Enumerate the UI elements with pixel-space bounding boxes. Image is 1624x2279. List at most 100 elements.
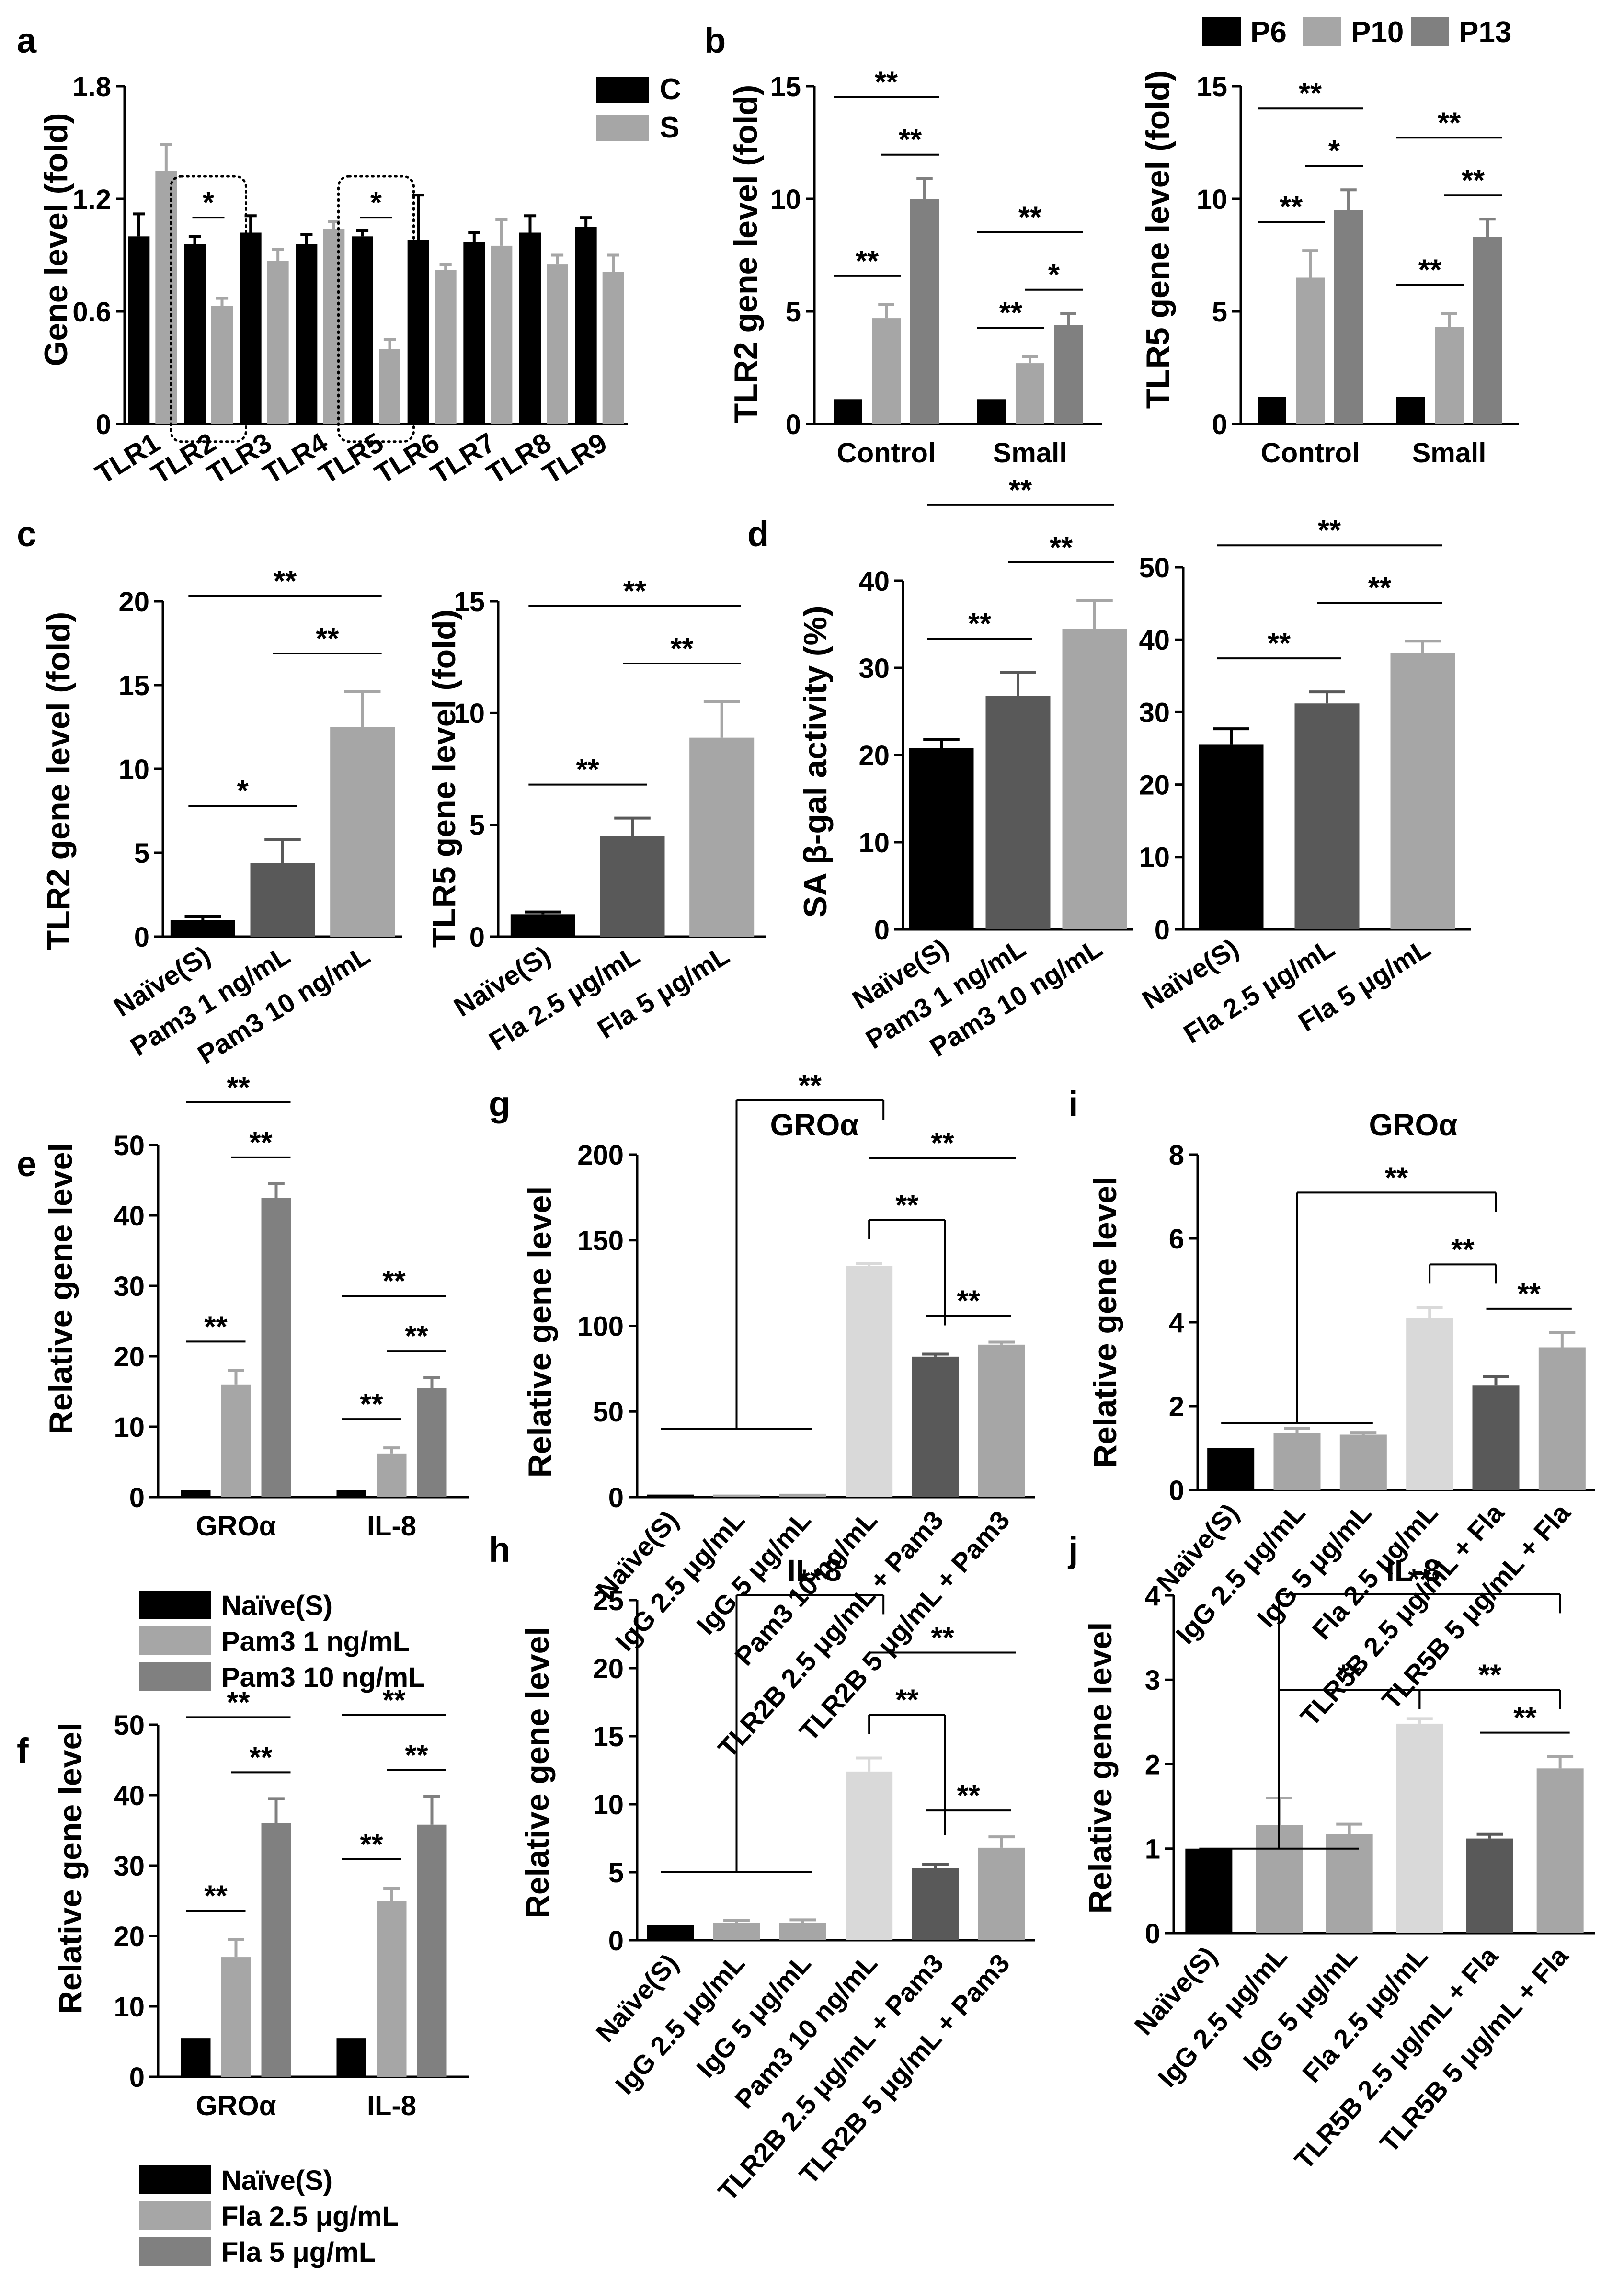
i-bar xyxy=(1538,1347,1586,1490)
e-bar xyxy=(261,1198,291,1497)
e-y-tick-label: 30 xyxy=(114,1271,145,1302)
d_pam-y-tick-label: 0 xyxy=(874,915,890,946)
b_tlr5-y-tick-label: 5 xyxy=(1212,297,1227,328)
a-bar xyxy=(267,261,289,424)
c_tlr2-y-tick-label: 15 xyxy=(118,670,149,701)
a-y-tick-label: 1.8 xyxy=(72,71,111,103)
b_tlr5-significance-label: ** xyxy=(1299,77,1322,110)
d_pam-significance-label: ** xyxy=(1050,531,1073,564)
b_tlr5-y-tick-label: 0 xyxy=(1212,409,1227,440)
d_pam-bar xyxy=(1062,629,1127,929)
f-y-tick-label: 0 xyxy=(129,2062,145,2093)
a-significance-label: * xyxy=(203,186,215,219)
a-highlight-box xyxy=(170,175,247,443)
e-significance-label: ** xyxy=(360,1388,383,1421)
a-bar xyxy=(519,232,541,424)
b-legend-label: P10 xyxy=(1351,16,1404,49)
j-chart-title: IL-8 xyxy=(1386,1553,1441,1588)
a-significance-label: * xyxy=(370,186,382,219)
a-y-tick-label: 0.6 xyxy=(72,297,111,328)
c_tlr2-significance-label: * xyxy=(237,775,249,808)
panel-letter-i: i xyxy=(1068,1084,1078,1124)
f-bar xyxy=(221,1957,251,2077)
h-y-tick-label: 5 xyxy=(608,1857,624,1889)
i-y-tick-label: 6 xyxy=(1169,1224,1184,1255)
e-bar xyxy=(336,1490,366,1497)
i-bar xyxy=(1273,1433,1321,1490)
b_tlr2-significance-label: ** xyxy=(856,245,879,278)
c_tlr2-bar xyxy=(330,727,395,937)
b_tlr5-x-tick-label: Small xyxy=(1412,437,1487,469)
f-significance-label: ** xyxy=(405,1739,428,1772)
panel-letter-j: j xyxy=(1067,1530,1078,1569)
d_pam-y-tick-label: 20 xyxy=(858,740,890,771)
b_tlr5-bar xyxy=(1396,397,1425,424)
j-bar xyxy=(1466,1838,1513,1933)
a-bar xyxy=(575,227,597,424)
c_tlr5-significance-label: ** xyxy=(576,754,600,787)
a-y-tick-label: 0 xyxy=(96,409,111,440)
b_tlr2-x-tick-label: Small xyxy=(993,437,1067,469)
d_fla-y-tick-label: 30 xyxy=(1139,697,1170,728)
e-y-axis-label: Relative gene level xyxy=(43,1143,79,1435)
e-bar xyxy=(221,1384,251,1497)
e-significance-label: ** xyxy=(382,1265,406,1298)
j-x-tick-label: Fla 2.5 μg/mL xyxy=(1296,1941,1433,2088)
d_fla-y-tick-label: 0 xyxy=(1155,915,1170,946)
d_pam-y-tick-label: 40 xyxy=(858,566,890,597)
f-legend-label: Fla 5 μg/mL xyxy=(221,2237,376,2268)
b_tlr5-bar xyxy=(1473,237,1502,424)
f-y-tick-label: 40 xyxy=(114,1780,145,1811)
d_pam-bar xyxy=(909,748,974,929)
a-bar xyxy=(547,264,568,424)
j-significance-label: ** xyxy=(1513,1702,1537,1735)
h-y-tick-label: 25 xyxy=(593,1585,624,1616)
a-legend-label: S xyxy=(660,111,679,144)
b_tlr2-bar xyxy=(834,399,862,424)
f-bar xyxy=(261,1823,291,2077)
d_pam-significance-label: ** xyxy=(1009,474,1032,507)
j-bar xyxy=(1185,1848,1233,1933)
e-y-tick-label: 10 xyxy=(114,1412,145,1443)
j-significance-label: ** xyxy=(1408,1563,1431,1596)
d_fla-significance-label: ** xyxy=(1368,572,1392,605)
h-bar xyxy=(912,1868,959,1940)
g-y-tick-label: 200 xyxy=(577,1140,624,1171)
a-bar xyxy=(602,272,624,424)
h-bar xyxy=(713,1923,760,1940)
a-bar xyxy=(240,232,262,424)
b_tlr5-significance-label: * xyxy=(1328,135,1340,168)
h-chart-title: IL-8 xyxy=(787,1553,842,1588)
f-significance-label: ** xyxy=(249,1741,273,1774)
b_tlr2-bar xyxy=(872,318,901,424)
f-y-axis-label: Relative gene level xyxy=(52,1723,89,2015)
b_tlr5-y-tick-label: 15 xyxy=(1196,71,1227,103)
f-y-tick-label: 50 xyxy=(114,1710,145,1741)
f-significance-label: ** xyxy=(227,1686,250,1719)
c_tlr2-y-tick-label: 5 xyxy=(134,838,149,869)
b-legend-label: P13 xyxy=(1459,16,1511,49)
g-significance-label: ** xyxy=(799,1069,822,1102)
a-highlight-box xyxy=(337,175,415,443)
b_tlr5-x-tick-label: Control xyxy=(1261,437,1360,469)
i-y-tick-label: 0 xyxy=(1169,1475,1184,1506)
e-significance-label: ** xyxy=(249,1126,273,1159)
f-legend-swatch xyxy=(139,2165,211,2194)
b-legend-swatch xyxy=(1202,17,1241,46)
f-legend-label: Fla 2.5 μg/mL xyxy=(221,2201,399,2232)
c_tlr2-y-tick-label: 20 xyxy=(118,586,149,618)
e-legend-label: Pam3 1 ng/mL xyxy=(221,1626,410,1657)
a-y-axis-label: Gene level (fold) xyxy=(38,113,74,366)
panel-letter-d: d xyxy=(747,514,769,554)
b_tlr2-y-tick-label: 5 xyxy=(786,297,801,328)
h-significance-label: ** xyxy=(895,1683,919,1717)
f-significance-label: ** xyxy=(204,1879,228,1913)
f-bar xyxy=(417,1824,447,2077)
e-x-tick-label: GROα xyxy=(196,1511,276,1542)
panel-letter-a: a xyxy=(17,21,37,60)
b-legend-label: P6 xyxy=(1250,16,1287,49)
e-significance-label: ** xyxy=(204,1310,228,1343)
b_tlr2-y-axis-label: TLR2 gene level (fold) xyxy=(728,85,764,424)
h-bar xyxy=(647,1925,694,1940)
b_tlr5-y-axis-label: TLR5 gene level (fold) xyxy=(1140,70,1176,409)
